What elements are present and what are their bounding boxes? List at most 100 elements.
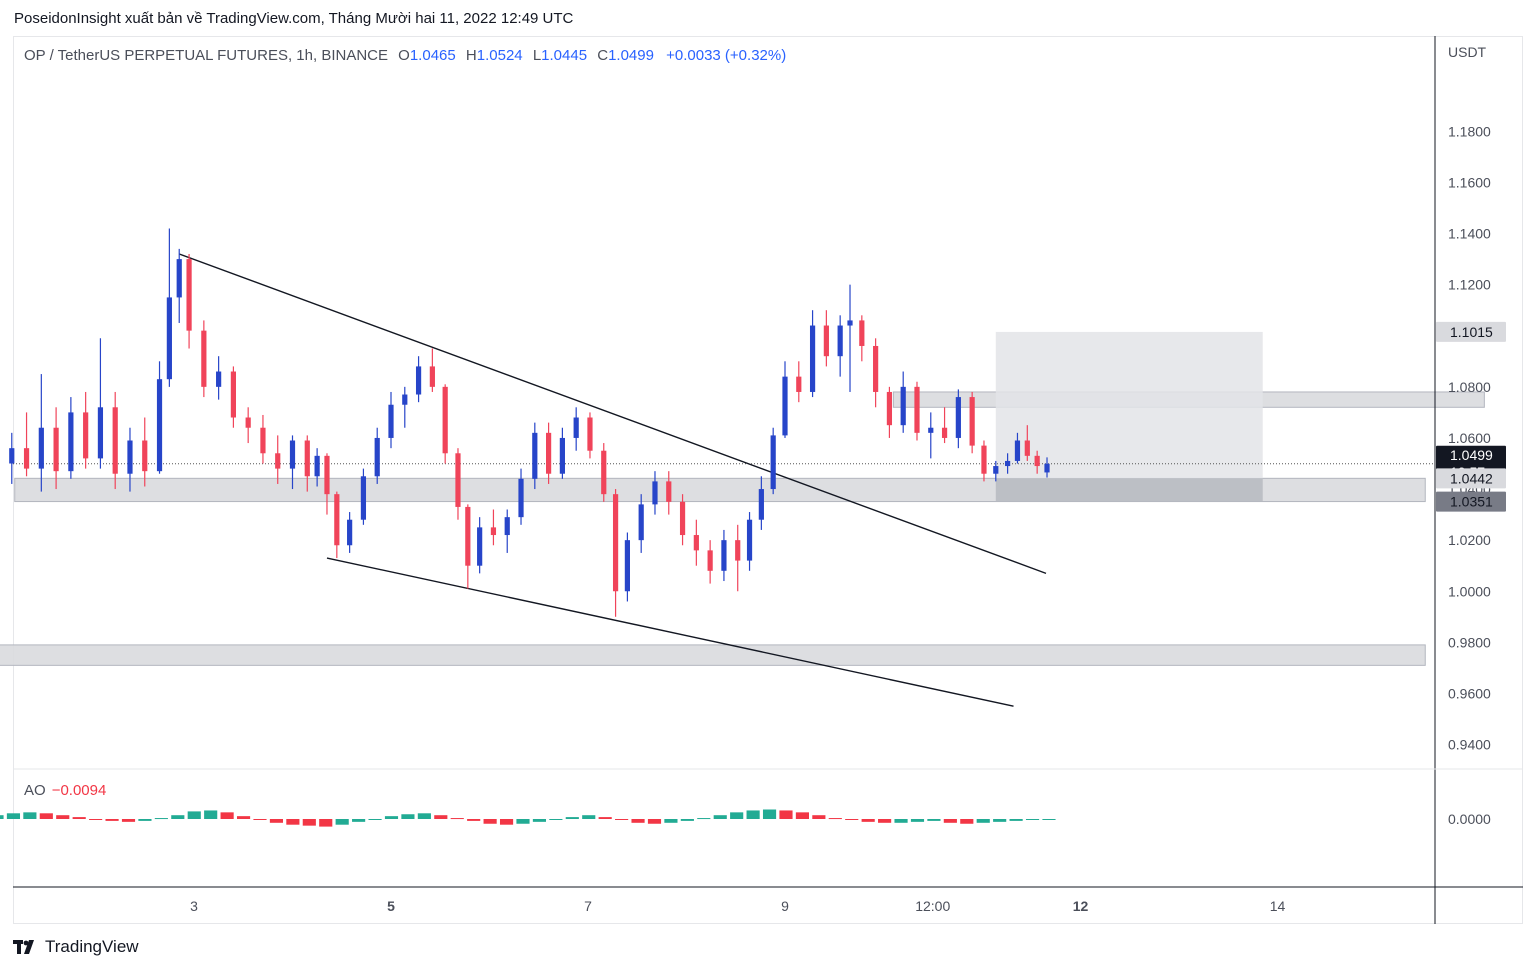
ao-bar [1025,819,1040,820]
open-label: O [398,47,410,64]
ao-bar [72,817,86,819]
ao-bar [384,816,399,819]
price-tag-label: 1.0499 [1450,447,1493,463]
candle-body [679,501,686,536]
ao-bar [467,819,481,821]
price-tag-label: 1.1015 [1450,324,1493,340]
ao-bar [154,818,168,820]
trendline [326,557,1014,707]
candle-body [638,504,644,541]
ao-bar [434,815,448,819]
candle-body [955,397,961,438]
ao-bar [401,814,415,819]
ao-bar [713,815,727,819]
candle-body [993,466,999,474]
candle-body [1034,455,1040,467]
ao-bar [450,818,464,820]
tradingview-brand-text: TradingView [45,937,139,956]
candle-body [216,371,222,387]
ao-bar [664,819,678,823]
publish-line: PoseidonInsight xuất bản về TradingView.… [14,10,574,27]
candle-body [707,550,713,571]
trendlines-layer [178,253,1047,707]
candle-body [156,379,163,472]
candle-body [201,330,207,387]
candle-body [928,427,934,433]
candle-body [796,376,802,392]
symbol-legend[interactable]: OP / TetherUS PERPETUAL FUTURES, 1h, BIN… [24,47,786,64]
candle-body [324,455,330,495]
candle-body [38,427,44,469]
ao-bar [878,819,892,823]
candle-body [735,540,741,561]
candle-body [559,437,565,474]
candle-body [612,494,619,592]
candle-body [1005,460,1011,467]
candle-body [186,259,192,331]
candle-body [518,478,524,518]
candle-body [415,366,422,395]
ao-bar [319,819,333,827]
ao-bar [516,819,530,824]
candle-body [1044,463,1050,473]
price-axis-tick-label: 1.1400 [1448,226,1491,242]
ao-label[interactable]: AO [24,782,46,799]
ao-legend[interactable]: AO −0.0094 [24,782,106,799]
candle-body [289,440,296,469]
candle-body [823,325,829,357]
candle-body [981,445,987,474]
candle-body [859,320,865,346]
candle-body [886,391,893,426]
ao-bar [1042,819,1056,820]
low-value: 1.0445 [541,47,588,64]
candle-body [230,371,236,418]
ao-bar [845,819,859,820]
tradingview-logo-icon [13,940,34,954]
candle-body [587,417,593,451]
chart-frame [13,36,1523,924]
candle-body [260,427,266,454]
candle-body [465,506,471,566]
candle-body [23,448,30,469]
candle-body [442,386,448,454]
candle-body [546,432,552,474]
ao-bar [220,812,234,819]
ao-bar [499,819,514,825]
candle-body [782,376,788,436]
tradingview-logo[interactable]: TradingView [13,937,139,957]
price-tag-box [1436,321,1506,342]
candle-body [900,386,906,426]
ao-bar [56,815,70,819]
close-value: 1.0499 [608,47,654,64]
price-axis-tick-label: 1.1600 [1448,174,1491,190]
price-tag-label: 1.0351 [1450,494,1493,510]
candle-body [455,453,461,507]
candle-body [245,417,251,428]
ao-bar [187,811,201,819]
ao-bar [697,818,711,820]
candle-body [721,540,727,571]
candle-body [402,394,408,405]
candle-body [666,481,672,502]
ao-bar [253,819,267,820]
candles-layer [9,228,1050,617]
candle-body [873,345,879,392]
candle-body [746,519,753,561]
time-axis-tick-label: 12:00 [915,898,950,914]
symbol-title[interactable]: OP / TetherUS PERPETUAL FUTURES, 1h, BIN… [24,47,388,64]
candle-body [652,481,658,505]
ao-bar [302,819,316,826]
candle-body [770,435,776,490]
candle-body [573,417,579,438]
ao-bar [286,819,300,825]
candle-body [941,427,948,438]
zone-rect [0,644,1426,666]
price-unit-label[interactable]: USDT [1448,44,1487,60]
candle-body [176,259,182,298]
ao-bar [943,819,957,823]
ao-bar [730,812,744,819]
ao-bar [828,818,842,820]
price-tag-box [1436,491,1506,512]
ao-value: −0.0094 [51,782,107,799]
